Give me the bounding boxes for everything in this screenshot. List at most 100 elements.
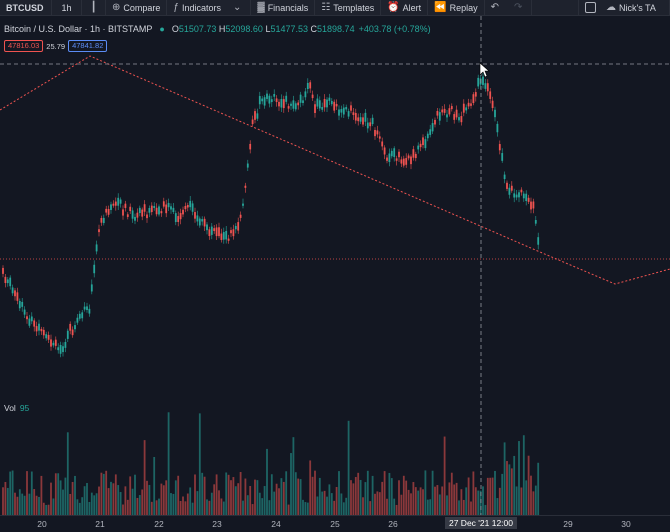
candle-body: [230, 230, 232, 234]
volume-bar: [155, 500, 158, 515]
volume-bar: [42, 502, 45, 515]
volume-bar: [513, 455, 516, 515]
candle-body: [81, 312, 84, 319]
candle-body: [290, 103, 292, 106]
volume-bar: [381, 481, 384, 515]
alert-label: Alert: [402, 2, 422, 13]
volume-bar: [323, 490, 326, 515]
volume-bar: [486, 477, 489, 515]
volume-bar: [47, 504, 50, 515]
candle-body: [376, 130, 379, 135]
bid-price-button[interactable]: 47816.03: [4, 40, 44, 52]
redo-button[interactable]: ↷: [508, 0, 533, 15]
candle-body: [191, 203, 194, 212]
volume-bar: [196, 491, 199, 515]
candle-body: [122, 209, 124, 216]
indicators-button[interactable]: ƒ Indicators ⌄: [167, 0, 252, 15]
volume-bar: [287, 504, 290, 515]
symbol-search-button[interactable]: BTCUSD: [0, 0, 52, 15]
volume-bar: [50, 482, 52, 515]
candle-body: [455, 109, 458, 118]
volume-bar: [314, 470, 316, 515]
volume-bar: [198, 413, 201, 515]
volume-bar: [244, 478, 247, 515]
candle-body: [11, 287, 14, 294]
candle-body: [306, 82, 309, 90]
volume-bar: [366, 470, 369, 515]
volume-bar: [484, 504, 487, 515]
volume-bar: [434, 486, 436, 515]
candle-body: [417, 145, 420, 150]
candle-body: [162, 201, 165, 207]
templates-button[interactable]: ☷ Templates: [315, 0, 382, 15]
volume-bar: [330, 493, 333, 515]
volume-bar: [438, 494, 441, 515]
alert-button[interactable]: ⏰ Alert: [381, 0, 429, 15]
time-axis-tick: 20: [37, 519, 47, 529]
candle-body: [88, 308, 91, 314]
candle-body: [14, 290, 16, 297]
chart-type-button[interactable]: ┃: [82, 0, 106, 15]
candle-body: [374, 129, 376, 137]
candle-body: [9, 277, 12, 287]
candle-body: [352, 112, 355, 116]
candle-body: [347, 111, 350, 117]
candle-body: [206, 224, 208, 231]
volume-bar: [530, 475, 532, 515]
compare-button[interactable]: ⊕ Compare: [106, 0, 168, 15]
candle-body: [64, 341, 67, 348]
candle-body: [117, 197, 120, 206]
candle-body: [26, 316, 28, 320]
volume-bar: [33, 489, 36, 515]
volume-bar: [342, 502, 345, 515]
volume-bar: [38, 496, 40, 515]
replay-button[interactable]: ⏪ Replay: [428, 0, 485, 15]
volume-bar: [201, 472, 204, 515]
candle-body: [167, 202, 170, 208]
volume-bar: [263, 486, 266, 515]
time-axis-tick: 25: [330, 519, 340, 529]
volume-bar: [407, 489, 410, 515]
volume-bar: [448, 482, 451, 515]
volume-bar: [503, 442, 506, 515]
volume-bar: [419, 487, 422, 515]
candle-body: [83, 306, 86, 310]
volume-bar: [74, 475, 76, 515]
volume-bar: [335, 487, 338, 515]
candle-body: [458, 117, 460, 121]
candle-body: [76, 317, 79, 323]
price-chart[interactable]: [0, 16, 670, 515]
volume-bar: [261, 498, 264, 515]
candle-body: [196, 215, 199, 222]
candle-body: [460, 116, 463, 123]
financials-button[interactable]: ▓ Financials: [251, 0, 316, 15]
volume-bar: [429, 499, 432, 515]
candle-body: [30, 316, 33, 322]
financials-icon: ▓: [257, 2, 265, 13]
candle-body: [124, 203, 127, 208]
layout-name: Nick's TA: [619, 2, 656, 13]
volume-bar: [107, 488, 110, 515]
interval-button[interactable]: 1h: [52, 0, 82, 15]
volume-bar: [527, 455, 530, 515]
undo-button[interactable]: ↶: [485, 0, 508, 15]
volume-bar: [388, 472, 391, 515]
volume-bar: [165, 480, 168, 515]
candle-body: [438, 112, 441, 121]
volume-bar: [515, 486, 518, 515]
candle-body: [465, 107, 468, 111]
layout-button[interactable]: ☁ Nick's TA: [578, 0, 670, 15]
candle-body: [182, 209, 184, 215]
candle-body: [407, 155, 410, 159]
candle-body: [345, 107, 348, 110]
candle-body: [59, 344, 62, 354]
candle-body: [491, 100, 494, 109]
ask-price-button[interactable]: 47841.82: [68, 40, 108, 52]
volume-bar: [69, 493, 72, 515]
volume-series: [2, 412, 540, 515]
volume-bar: [352, 483, 355, 515]
candle-body: [503, 174, 506, 180]
mouse-pointer-icon: [479, 62, 490, 78]
time-axis[interactable]: 20 21 22 23 24 25 26 29 30 27 Dec '21 12:00: [0, 515, 670, 532]
volume-bar: [203, 476, 206, 515]
